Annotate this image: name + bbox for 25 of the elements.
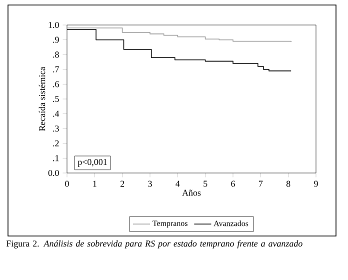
text: Figura 2. Análisis de sobrevida para RS por estado temprano frente a avanzado (6, 240, 302, 248)
x-tick-label: 5 (204, 180, 208, 187)
y-tick-label: 0.0 (48, 170, 59, 176)
y-tick-label: 1.0 (48, 22, 59, 28)
y-tick-label: .9 (53, 36, 59, 43)
x-tick-label: 8 (286, 180, 290, 187)
x-tick-label: 4 (176, 180, 180, 187)
annotation: p<0,001 (78, 158, 107, 167)
x-axis-title: Años (182, 190, 201, 196)
y-tick-label: .1 (53, 155, 59, 162)
y-tick-label: .5 (53, 96, 59, 102)
y-tick-label: .2 (53, 140, 59, 146)
y-tick-label: .3 (53, 126, 59, 132)
y-tick-label: .8 (53, 52, 59, 58)
x-tick-label: 9 (314, 180, 318, 187)
x-tick-label: 6 (231, 180, 235, 187)
y-tick-label: .7 (53, 66, 59, 72)
y-tick-label: .6 (53, 81, 59, 88)
y-tick-label: .4 (53, 110, 60, 117)
x-tick-label: 2 (120, 180, 124, 187)
x-tick-label: 7 (259, 180, 263, 187)
y-axis-title: Recaída sistémica (38, 66, 46, 131)
x-tick-label: 1 (93, 180, 96, 187)
x-tick-label: 3 (148, 180, 152, 187)
x-tick-label: 0 (65, 180, 69, 187)
